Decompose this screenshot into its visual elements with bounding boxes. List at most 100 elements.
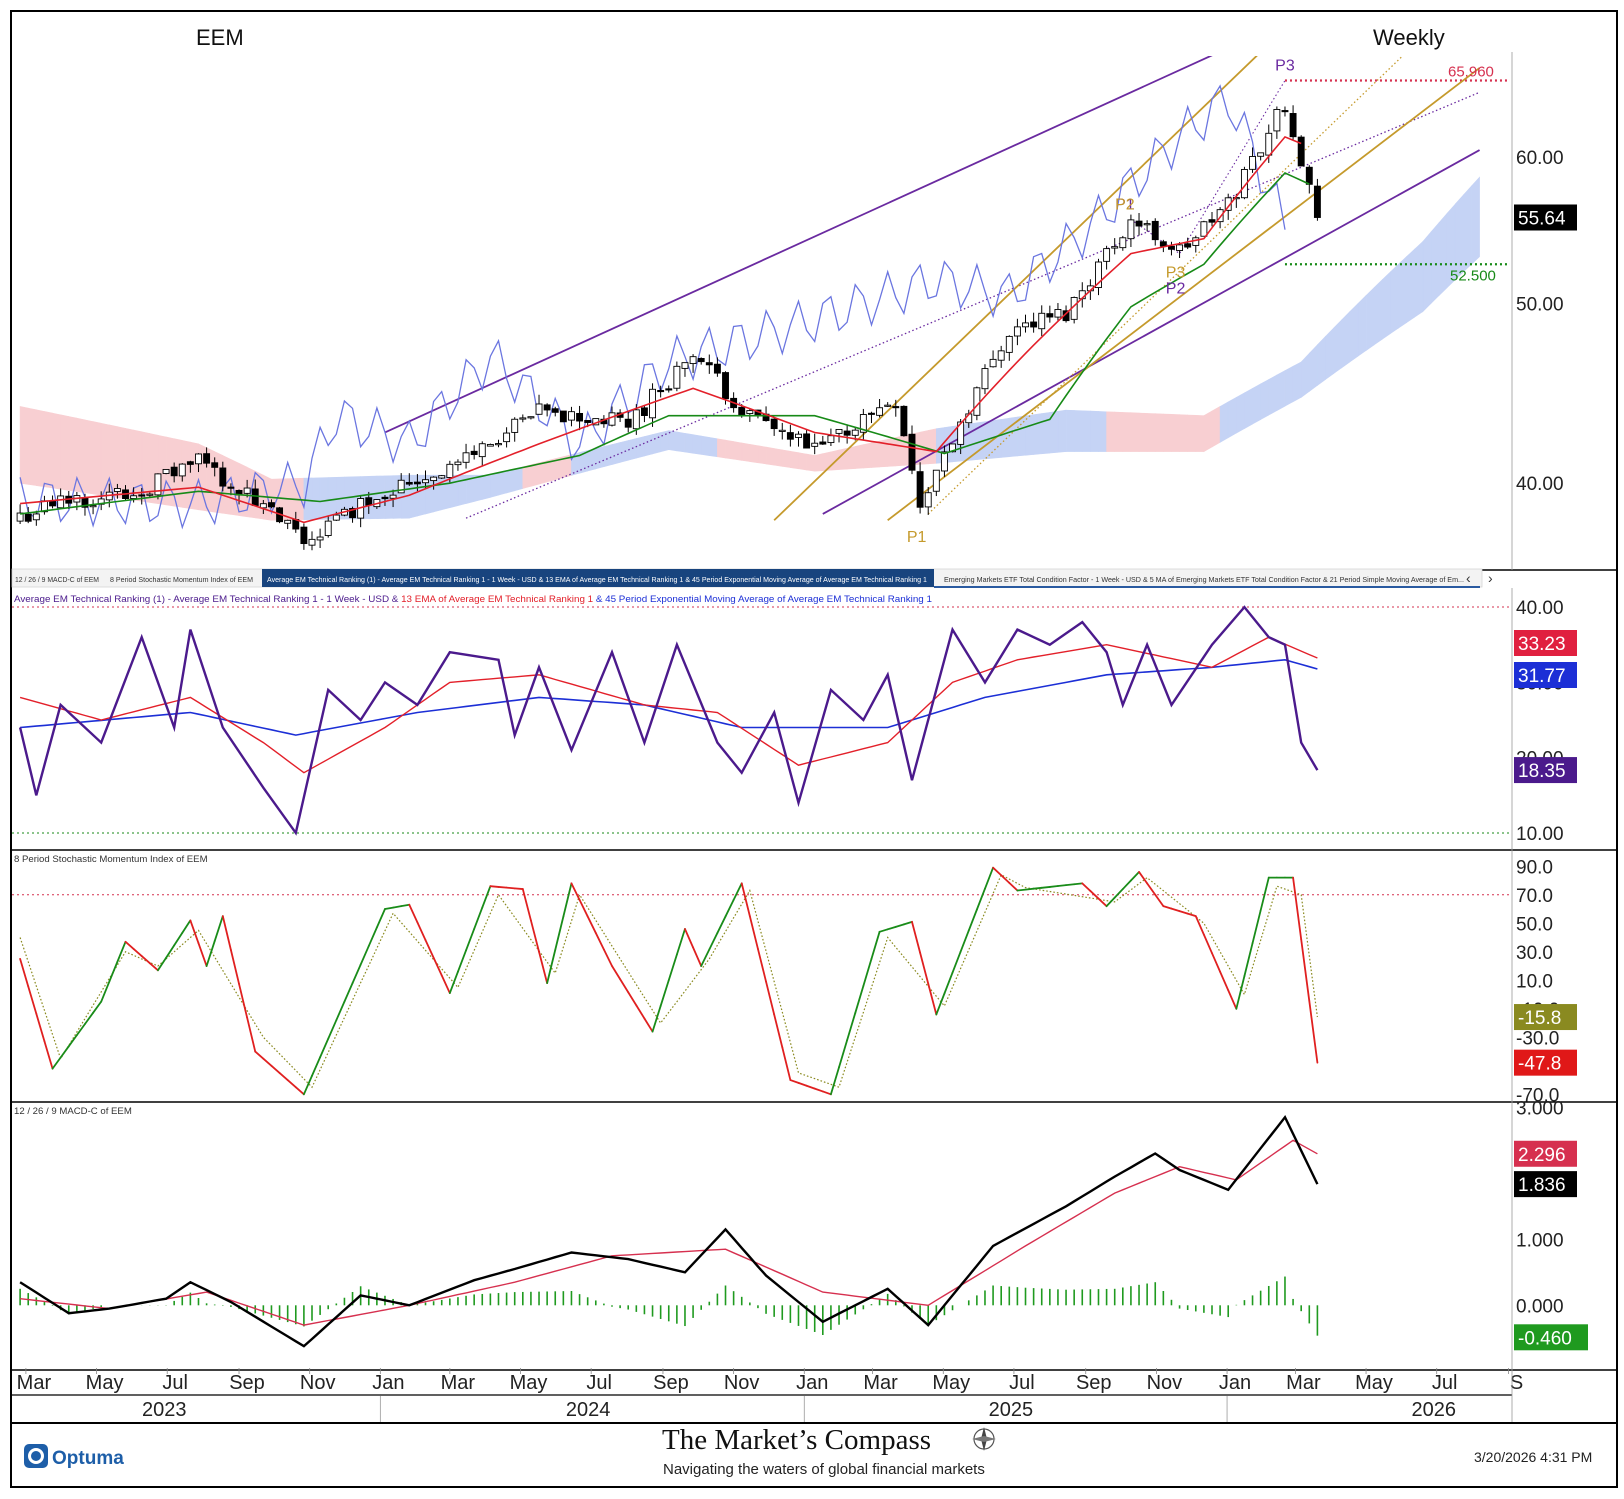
stochastic-segment: [319, 1037, 330, 1059]
macd-tick-1: 1.000: [1516, 1230, 1564, 1251]
candle: [89, 505, 97, 508]
ichimoku-cloud-segment: [927, 428, 937, 465]
stochastic-segment: [375, 908, 386, 929]
ichimoku-cloud-segment: [1292, 361, 1302, 403]
candle: [389, 494, 397, 499]
stochastic-segment: [67, 1034, 78, 1048]
stochastic-segment: [213, 915, 224, 942]
ichimoku-cloud-segment: [1276, 370, 1286, 412]
stochastic-panel[interactable]: 8 Period Stochastic Momentum Index of EE…: [11, 848, 1617, 1106]
tab-macd[interactable]: 12 / 26 / 9 MACD-C of EEM: [15, 575, 99, 584]
tab-stochastic[interactable]: 8 Period Stochastic Momentum Index of EE…: [110, 575, 253, 584]
green-moving-average: [20, 172, 1310, 515]
ichimoku-cloud-segment: [108, 424, 118, 498]
stochastic-segment: [667, 953, 678, 982]
stochastic-segment: [408, 903, 419, 924]
candle: [1297, 136, 1305, 167]
tab-condition-factor[interactable]: Emerging Markets ETF Total Condition Fac…: [944, 575, 1464, 584]
candle: [1313, 185, 1321, 218]
macd-tick-2: 0.000: [1516, 1296, 1564, 1317]
year-label-2: 2025: [989, 1399, 1034, 1421]
tab-prev-icon[interactable]: ‹: [1466, 570, 1471, 586]
candle: [535, 403, 543, 415]
candle: [1192, 237, 1200, 246]
stochastic-segment: [927, 982, 938, 1016]
candle: [551, 408, 559, 413]
candle: [1054, 309, 1062, 318]
channel-line-0: [384, 56, 1213, 434]
channel-line-3: [773, 56, 1258, 521]
month-label-15: Sep: [1076, 1372, 1112, 1394]
ranking-tick-0: 40.00: [1516, 598, 1564, 619]
ichimoku-cloud-segment: [408, 474, 418, 519]
stochastic-segment: [189, 919, 200, 945]
candle: [640, 407, 648, 416]
stochastic-segment: [165, 944, 176, 959]
ichimoku-cloud-segment: [514, 466, 524, 492]
ichimoku-cloud-segment: [708, 437, 718, 458]
stochastic-segment: [1235, 975, 1246, 1010]
candle: [1143, 223, 1151, 226]
ichimoku-cloud-segment: [117, 426, 126, 500]
tab-next-icon[interactable]: ›: [1488, 570, 1493, 586]
candle: [195, 453, 202, 465]
stochastic-segment: [854, 985, 865, 1014]
candle: [1013, 326, 1021, 337]
ranking-panel-title: Average EM Technical Ranking (1) - Avera…: [14, 594, 932, 605]
candle: [251, 488, 259, 506]
tab-technical-ranking[interactable]: Average EM Technical Ranking (1) - Avera…: [267, 575, 927, 584]
price-panel[interactable]: 65.96052.500P1P1P2P3P2P360.0050.0040.005…: [11, 44, 1617, 571]
stochastic-smi-value: -47.8: [1518, 1054, 1561, 1075]
ichimoku-cloud-segment: [660, 430, 670, 453]
candle: [405, 481, 413, 485]
ranking-panel[interactable]: Average EM Technical Ranking (1) - Avera…: [11, 588, 1617, 851]
stochastic-segment: [1000, 874, 1011, 884]
candle: [203, 453, 211, 464]
month-label-9: Sep: [653, 1372, 689, 1394]
stochastic-segment: [1154, 893, 1165, 908]
ichimoku-cloud-segment: [1057, 409, 1067, 453]
optuma-logo-text: Optuma: [52, 1448, 124, 1469]
stochastic-segment: [1186, 912, 1197, 918]
stochastic-segment: [448, 970, 459, 995]
stochastic-segment: [797, 1081, 808, 1087]
stochastic-segment: [846, 1012, 857, 1042]
candle: [819, 441, 827, 445]
month-label-5: Jan: [372, 1372, 404, 1394]
stochastic-segment: [594, 932, 605, 951]
candle: [795, 433, 802, 438]
ichimoku-cloud-segment: [806, 453, 816, 472]
ichimoku-cloud-segment: [1349, 302, 1359, 363]
candle: [219, 467, 227, 487]
macd-panel[interactable]: 12 / 26 / 9 MACD-C of EEM 3.000 1.000 0.000…: [11, 1098, 1617, 1371]
stochastic-segment: [197, 942, 208, 967]
ichimoku-cloud-segment: [100, 422, 110, 497]
stochastic-segment: [43, 1040, 54, 1070]
candle: [1046, 313, 1054, 318]
stochastic-segment: [343, 982, 354, 1003]
stochastic-segment: [497, 886, 508, 889]
timestamp: 3/20/2026 4:31 PM: [1474, 1449, 1592, 1465]
candle: [1119, 237, 1127, 249]
candle: [519, 417, 527, 420]
price-tick-1: 50.00: [1516, 295, 1564, 316]
ichimoku-cloud-segment: [1138, 412, 1148, 452]
candle: [130, 495, 138, 499]
stochastic-segment: [270, 1064, 281, 1074]
stochastic-segment: [311, 1056, 322, 1077]
stochastic-segment: [1211, 952, 1222, 973]
candle: [681, 362, 689, 369]
ichimoku-cloud-segment: [1146, 413, 1156, 452]
ichimoku-cloud-segment: [1333, 319, 1343, 375]
stochastic-signal-value: -15.8: [1518, 1008, 1561, 1029]
ranking-last-value-box: [1514, 757, 1577, 784]
candle: [154, 473, 162, 496]
pivot-label-0: P1: [907, 529, 927, 546]
candle: [138, 494, 146, 497]
stochastic-panel-title: 8 Period Stochastic Momentum Index of EE…: [14, 854, 208, 865]
ichimoku-cloud-segment: [765, 446, 775, 466]
candle: [908, 433, 916, 471]
stochastic-segment: [327, 1019, 338, 1040]
candle: [973, 387, 981, 416]
